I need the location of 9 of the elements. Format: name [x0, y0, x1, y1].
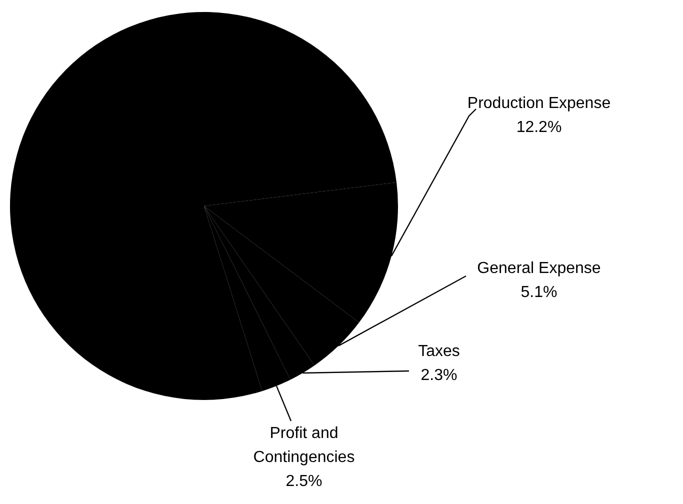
data-label: 2.3%: [420, 367, 458, 384]
slice-label: Taxes: [418, 343, 460, 360]
slice-label: Profit and Contingencies: [253, 425, 355, 466]
slice-label: Production Expense: [467, 95, 611, 112]
slice-label: General Expense: [477, 260, 601, 277]
pie-slice: [10, 12, 397, 400]
data-label: 2.5%: [286, 473, 322, 490]
data-label: 5.1%: [520, 284, 558, 301]
data-label: 12.2%: [516, 119, 562, 136]
